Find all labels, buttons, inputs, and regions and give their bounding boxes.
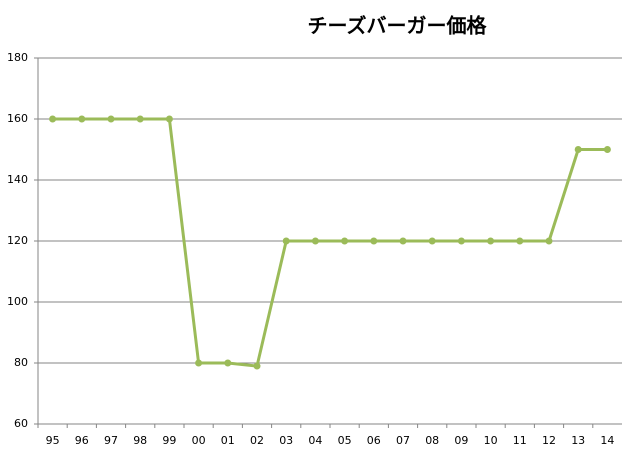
x-tick-label: 06: [367, 434, 381, 447]
x-tick-label: 05: [338, 434, 352, 447]
data-point: [165, 115, 173, 123]
data-line: [52, 117, 608, 368]
data-point: [545, 237, 553, 245]
data-point: [487, 237, 495, 245]
y-tick-label: 120: [7, 234, 28, 247]
x-tick-label: 01: [221, 434, 235, 447]
x-tick-label: 95: [46, 434, 60, 447]
data-point: [341, 237, 349, 245]
data-point: [195, 359, 203, 367]
chart-title: チーズバーガー価格: [308, 14, 488, 38]
data-point: [428, 237, 436, 245]
x-tick-label: 04: [308, 434, 322, 447]
data-point: [136, 115, 144, 123]
x-tick-label: 13: [571, 434, 585, 447]
x-tick-label: 00: [192, 434, 206, 447]
x-tick-label: 98: [133, 434, 147, 447]
y-tick-label: 140: [7, 173, 28, 186]
data-point: [78, 115, 86, 123]
x-tick-label: 08: [425, 434, 439, 447]
x-tick-label: 09: [454, 434, 468, 447]
x-tick-label: 02: [250, 434, 264, 447]
x-tick-label: 99: [162, 434, 176, 447]
x-tick-label: 11: [513, 434, 527, 447]
x-tick-label: 14: [600, 434, 614, 447]
data-point: [224, 359, 232, 367]
data-point: [516, 237, 524, 245]
x-tick-label: 96: [75, 434, 89, 447]
data-point: [370, 237, 378, 245]
data-point: [457, 237, 465, 245]
y-tick-label: 160: [7, 112, 28, 125]
x-tick-label: 12: [542, 434, 556, 447]
data-point: [574, 146, 582, 153]
x-tick-label: 07: [396, 434, 410, 447]
data-point: [49, 115, 57, 123]
data-point: [253, 362, 261, 370]
data-point: [107, 115, 115, 123]
x-tick-label: 10: [484, 434, 498, 447]
data-point: [603, 146, 611, 153]
y-tick-label: 80: [14, 356, 28, 369]
x-tick-label: 03: [279, 434, 293, 447]
y-tick-label: 180: [7, 51, 28, 64]
data-point: [282, 237, 290, 245]
data-point: [311, 237, 319, 245]
y-tick-label: 100: [7, 295, 28, 308]
x-tick-label: 97: [104, 434, 118, 447]
data-point: [399, 237, 407, 245]
y-tick-label: 60: [14, 417, 28, 430]
